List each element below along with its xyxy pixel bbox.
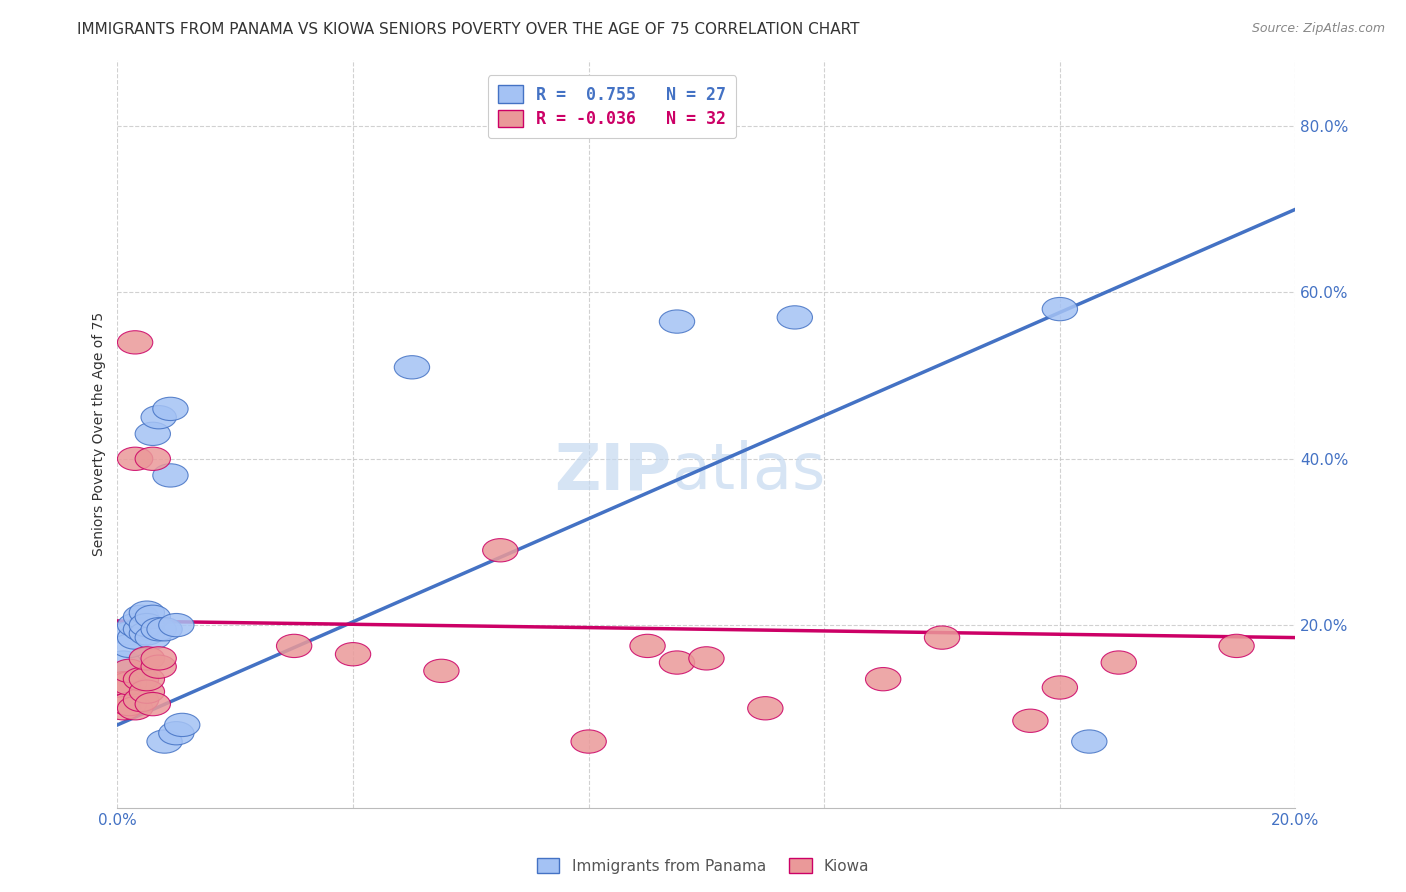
Ellipse shape [129,647,165,670]
Ellipse shape [1071,730,1107,753]
Text: Source: ZipAtlas.com: Source: ZipAtlas.com [1251,22,1385,36]
Ellipse shape [423,659,460,682]
Text: atlas: atlas [671,441,825,502]
Y-axis label: Seniors Poverty Over the Age of 75: Seniors Poverty Over the Age of 75 [93,312,107,556]
Ellipse shape [1219,634,1254,657]
Ellipse shape [394,356,430,379]
Ellipse shape [135,626,170,649]
Ellipse shape [277,634,312,657]
Ellipse shape [111,692,146,715]
Ellipse shape [118,447,153,470]
Ellipse shape [1012,709,1047,732]
Ellipse shape [118,626,153,649]
Ellipse shape [111,634,146,657]
Ellipse shape [336,642,371,665]
Legend: Immigrants from Panama, Kiowa: Immigrants from Panama, Kiowa [530,852,876,880]
Ellipse shape [135,605,170,629]
Ellipse shape [105,651,141,674]
Ellipse shape [571,730,606,753]
Ellipse shape [111,622,146,645]
Ellipse shape [153,464,188,487]
Ellipse shape [135,447,170,470]
Ellipse shape [748,697,783,720]
Ellipse shape [778,306,813,329]
Ellipse shape [118,331,153,354]
Ellipse shape [159,614,194,637]
Ellipse shape [630,634,665,657]
Ellipse shape [1042,676,1077,699]
Ellipse shape [141,617,176,641]
Ellipse shape [105,697,141,720]
Ellipse shape [159,722,194,745]
Ellipse shape [689,647,724,670]
Ellipse shape [141,647,176,670]
Ellipse shape [105,672,141,695]
Ellipse shape [118,697,153,720]
Ellipse shape [1101,651,1136,674]
Ellipse shape [866,667,901,690]
Ellipse shape [124,605,159,629]
Ellipse shape [118,614,153,637]
Text: ZIP: ZIP [554,441,671,502]
Ellipse shape [135,422,170,445]
Legend: R =  0.755   N = 27, R = -0.036   N = 32: R = 0.755 N = 27, R = -0.036 N = 32 [488,76,737,138]
Ellipse shape [146,617,183,641]
Ellipse shape [129,614,165,637]
Ellipse shape [153,397,188,420]
Ellipse shape [659,651,695,674]
Ellipse shape [924,626,960,649]
Ellipse shape [141,406,176,429]
Ellipse shape [124,667,159,690]
Ellipse shape [124,689,159,712]
Ellipse shape [129,680,165,703]
Ellipse shape [1042,297,1077,321]
Ellipse shape [141,655,176,678]
Ellipse shape [111,672,146,695]
Ellipse shape [146,730,183,753]
Ellipse shape [111,659,146,682]
Ellipse shape [129,601,165,624]
Ellipse shape [129,667,165,690]
Ellipse shape [129,622,165,645]
Ellipse shape [659,310,695,334]
Ellipse shape [482,539,517,562]
Text: IMMIGRANTS FROM PANAMA VS KIOWA SENIORS POVERTY OVER THE AGE OF 75 CORRELATION C: IMMIGRANTS FROM PANAMA VS KIOWA SENIORS … [77,22,860,37]
Ellipse shape [135,692,170,715]
Ellipse shape [124,617,159,641]
Ellipse shape [165,714,200,737]
